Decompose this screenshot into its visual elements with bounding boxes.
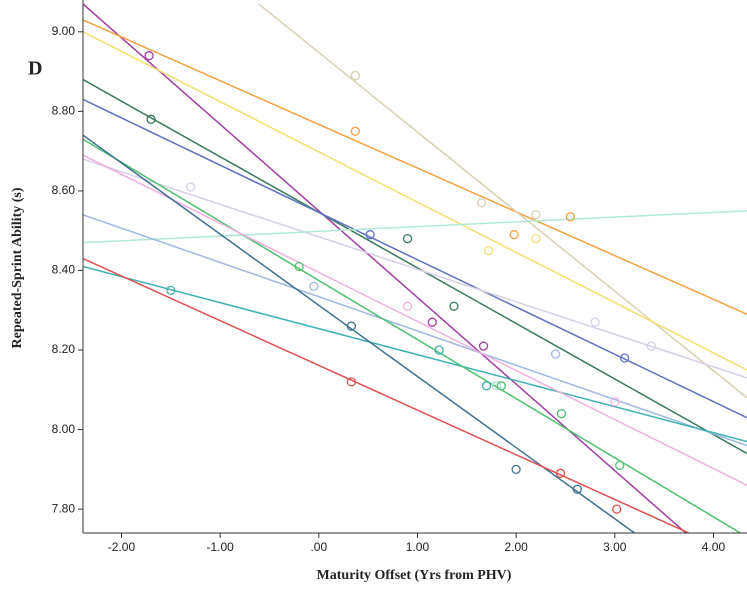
y-tick-label: 8.00 — [52, 422, 76, 436]
fit-line — [83, 257, 690, 533]
data-point — [478, 341, 489, 351]
fit-line — [83, 138, 742, 533]
data-point — [309, 281, 319, 292]
data-point — [612, 504, 622, 514]
fit-line — [83, 134, 635, 533]
x-tick-label: -2.00 — [108, 540, 136, 554]
x-tick-label: 4.00 — [702, 540, 726, 554]
data-point — [346, 321, 357, 331]
data-point — [427, 317, 437, 327]
data-point — [449, 301, 459, 311]
fit-line — [258, 3, 747, 399]
fit-line — [83, 3, 687, 533]
data-point — [365, 230, 375, 240]
fit-line — [83, 154, 747, 486]
data-point — [166, 285, 176, 296]
y-axis-title: Repeated-Sprint Ability (s) — [10, 187, 25, 348]
fit-line — [83, 19, 747, 315]
data-point — [483, 245, 494, 256]
data-point — [496, 381, 506, 391]
x-tick-label: 3.00 — [603, 540, 627, 554]
data-point — [646, 341, 656, 351]
data-point — [550, 349, 561, 359]
data-point — [555, 468, 566, 478]
data-point — [531, 234, 541, 244]
fit-line — [83, 78, 747, 455]
x-tick-label: .00 — [310, 540, 327, 554]
y-tick-label: 7.80 — [52, 501, 76, 515]
data-point — [185, 182, 196, 192]
x-axis-title: Maturity Offset (Yrs from PHV) — [317, 568, 512, 583]
data-point — [434, 345, 444, 355]
y-tick-label: 8.60 — [52, 183, 76, 197]
data-point — [402, 301, 413, 311]
data-point — [620, 353, 630, 363]
data-point — [610, 397, 620, 407]
fit-line — [83, 31, 747, 371]
fit-line — [83, 158, 747, 379]
data-point — [350, 126, 360, 136]
x-tick-label: -1.00 — [206, 540, 234, 554]
data-point — [531, 210, 541, 220]
y-tick-label: 8.80 — [52, 104, 76, 118]
data-point — [491, 381, 502, 391]
fit-line — [83, 265, 747, 443]
data-point — [346, 377, 357, 387]
data-point — [144, 51, 154, 61]
data-point — [511, 464, 521, 475]
data-point — [294, 261, 304, 272]
x-tick-label: 2.00 — [504, 540, 528, 554]
data-point — [565, 212, 576, 222]
panel-label: D — [28, 58, 42, 80]
data-point — [572, 484, 582, 494]
y-tick-label: 8.40 — [52, 263, 76, 277]
data-point — [481, 381, 492, 391]
data-point — [402, 234, 413, 244]
y-tick-label: 8.20 — [52, 342, 76, 356]
data-point — [556, 409, 567, 419]
fit-line — [83, 98, 747, 419]
fit-line — [83, 210, 747, 244]
data-point — [350, 70, 360, 81]
data-point — [590, 317, 600, 327]
x-tick-label: 1.00 — [406, 540, 430, 554]
data-point — [615, 460, 625, 471]
data-point — [509, 230, 519, 240]
data-point — [476, 198, 487, 208]
data-point — [146, 114, 156, 124]
y-tick-label: 9.00 — [52, 24, 76, 38]
plot-area — [83, 3, 747, 533]
fit-line — [83, 214, 747, 447]
